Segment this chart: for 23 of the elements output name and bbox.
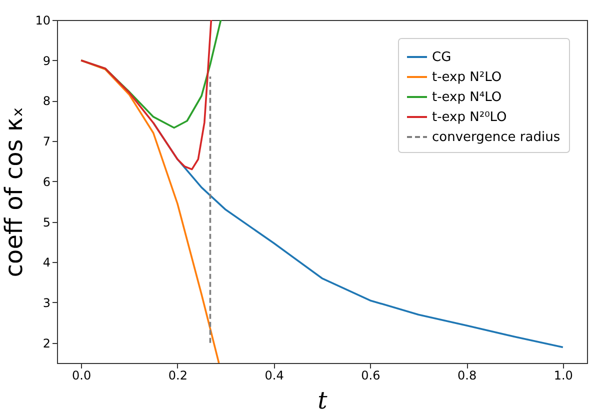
y-tick-label: 2 <box>42 336 50 350</box>
x-tick-label: 0.2 <box>168 368 188 382</box>
legend-label: CG <box>432 50 452 65</box>
y-tick-label: 7 <box>42 134 50 149</box>
x-tick-label: 1.0 <box>554 368 573 382</box>
y-tick-label: 8 <box>42 94 50 108</box>
x-tick-label: 0.8 <box>458 368 477 382</box>
x-tick-label: 0.6 <box>361 368 380 382</box>
legend-label: t-exp N⁴LO <box>432 90 502 105</box>
legend-label: t-exp N²LO <box>432 70 502 85</box>
y-tick-label: 10 <box>35 14 50 28</box>
y-tick-label: 3 <box>42 296 50 310</box>
y-tick-label: 5 <box>42 215 50 230</box>
y-tick-label: 4 <box>42 256 50 270</box>
x-tick-label: 0.0 <box>72 368 92 382</box>
legend-label: convergence radius <box>432 130 560 145</box>
y-tick-label: 9 <box>42 54 50 68</box>
y-axis-title: coeff of cos κₓ <box>0 106 28 278</box>
y-tick-label: 6 <box>42 174 50 189</box>
legend-label: t-exp N²⁰LO <box>432 110 507 125</box>
line-series <box>80 20 212 170</box>
x-axis-title: t <box>318 386 328 414</box>
x-tick-label: 0.4 <box>264 368 284 382</box>
